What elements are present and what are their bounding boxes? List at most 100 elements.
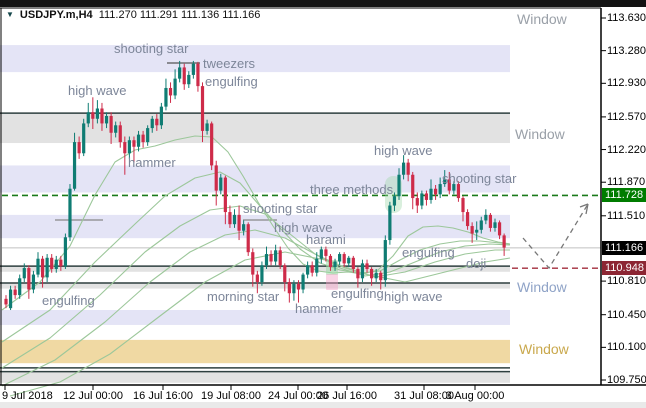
candle-body — [109, 115, 113, 133]
price-tick-label: 111.510 — [607, 209, 646, 222]
candle-body — [433, 188, 438, 195]
price-level-badge: 111.728 — [602, 188, 646, 203]
symbol-timeframe-label: USDJPY.m,H4 — [19, 9, 93, 21]
candle-body — [232, 214, 237, 225]
chart-header: ▼ USDJPY.m,H4 111.270 111.291 111.136 11… — [6, 9, 260, 21]
pattern-annotation: high wave — [384, 289, 443, 304]
candle-body — [155, 118, 159, 126]
pattern-annotation: engulfing — [331, 286, 384, 301]
price-tick-label: 110.810 — [607, 275, 646, 288]
candle-body — [104, 115, 109, 124]
candle-body — [388, 205, 392, 241]
candle-body — [420, 193, 424, 206]
symbol-dropdown-icon[interactable]: ▼ — [6, 10, 14, 19]
price-level-badge: 111.166 — [602, 240, 646, 255]
candle-body — [319, 249, 323, 259]
window-zone — [0, 371, 510, 383]
candle-body — [50, 257, 54, 269]
candle-body — [296, 283, 301, 290]
candle-body — [370, 268, 374, 279]
candle-body — [63, 237, 68, 267]
time-tick-label: 24 Jul 00:00 — [268, 390, 328, 402]
candle-body — [242, 224, 246, 231]
candle-body — [251, 252, 255, 275]
candle-body — [497, 222, 502, 236]
candle-body — [488, 214, 493, 228]
candle-body — [292, 283, 296, 294]
pattern-annotation: tweezers — [203, 56, 256, 71]
price-tick-label: 110.450 — [607, 308, 646, 321]
candle-body — [31, 274, 36, 290]
window-gap-label: Window — [517, 11, 567, 27]
pattern-annotation: hammer — [128, 155, 176, 170]
candle-body — [22, 268, 26, 279]
candle-body — [374, 272, 378, 279]
candle-body — [475, 229, 479, 233]
time-tick-label: 12 Jul 00:00 — [63, 390, 123, 402]
candle-body — [223, 177, 227, 213]
candle-body — [429, 188, 433, 200]
candle-body — [411, 174, 415, 199]
candle-body — [118, 125, 122, 143]
candle-body — [306, 265, 310, 275]
candle-body — [415, 198, 419, 206]
candle-body — [13, 289, 17, 296]
candle-body — [59, 259, 63, 267]
candle-body — [187, 74, 191, 85]
pattern-annotation: harami — [306, 232, 346, 247]
price-tick-label: 112.220 — [607, 143, 646, 156]
candle-body — [315, 258, 319, 273]
candle-body — [347, 257, 351, 264]
price-level-badge: 110.948 — [602, 261, 646, 276]
candle-body — [310, 265, 314, 273]
candle-body — [260, 265, 264, 283]
window-zone — [0, 45, 510, 73]
time-tick-label: 31 Jul 08:00 — [394, 390, 454, 402]
price-tick-label: 113.280 — [607, 44, 646, 57]
candle-body — [54, 259, 58, 269]
price-tick-label: 112.570 — [607, 110, 646, 123]
window-gap-label: Window — [517, 279, 567, 295]
candle-body — [8, 289, 13, 309]
price-tick-label: 110.100 — [607, 341, 646, 354]
moving-average-line — [1, 205, 511, 369]
window-zone — [0, 214, 510, 239]
candle-body — [438, 184, 442, 195]
pattern-annotation: high wave — [274, 220, 333, 235]
candle-body — [333, 261, 337, 268]
window-zone — [0, 113, 510, 144]
price-tick-label: 112.930 — [607, 77, 646, 90]
window-zone — [0, 266, 510, 272]
candle-body — [127, 140, 131, 154]
candle-body — [77, 142, 81, 154]
window-gap-label: Window — [519, 341, 569, 357]
moving-average-line — [1, 171, 511, 343]
price-tick-label: 111.870 — [607, 176, 646, 189]
candle-body — [150, 118, 154, 129]
candle-body — [68, 188, 72, 238]
pattern-annotation: shooting star — [442, 171, 517, 186]
candle-body — [274, 250, 278, 262]
moving-average-line — [1, 135, 511, 311]
pattern-annotation: engulfing — [42, 293, 95, 308]
candle-body — [205, 123, 209, 131]
window-zone — [0, 310, 510, 325]
pattern-annotation: shooting star — [243, 201, 318, 216]
candle-body — [338, 254, 342, 262]
candle-body — [36, 258, 40, 275]
candle-body — [146, 128, 150, 143]
candle-body — [40, 258, 45, 278]
candle-body — [132, 140, 136, 147]
candle-body — [4, 298, 8, 305]
candle-body — [123, 142, 127, 154]
candle-body — [470, 226, 474, 234]
candle-body — [214, 165, 218, 191]
candle-body — [456, 184, 461, 199]
candle-body — [379, 272, 383, 281]
candle-body — [479, 220, 483, 230]
candle-body — [86, 112, 90, 124]
candle-body — [164, 87, 168, 107]
pattern-annotation: doji — [466, 256, 487, 271]
forecast-arrowhead — [585, 203, 589, 215]
